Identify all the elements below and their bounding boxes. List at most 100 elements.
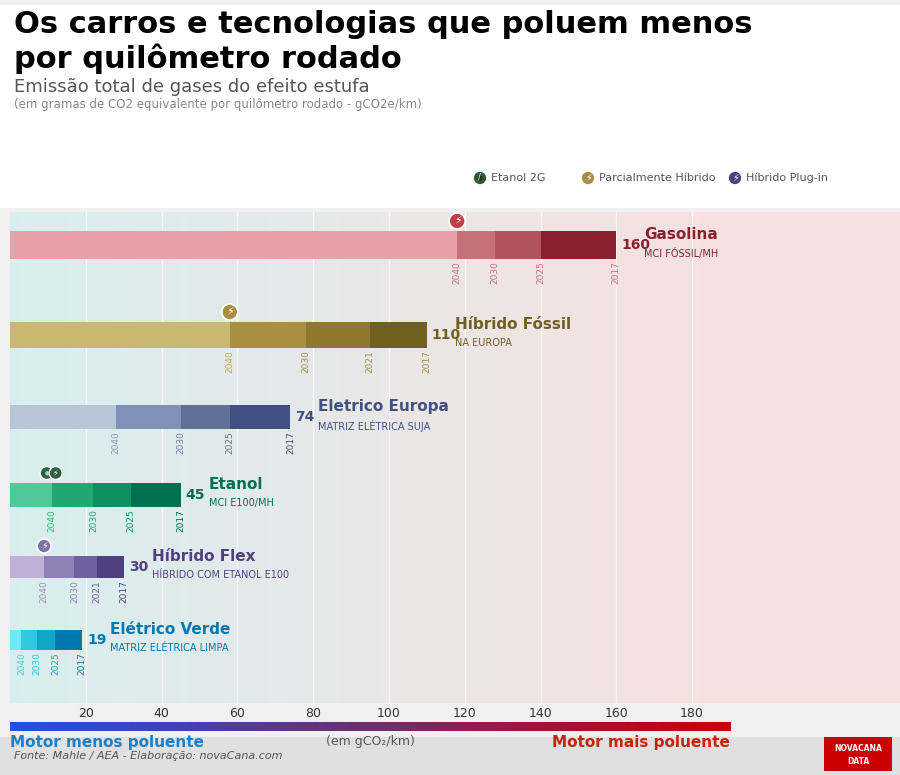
Bar <box>195 722 198 731</box>
Text: ⚡: ⚡ <box>227 307 234 317</box>
Bar <box>24 212 27 703</box>
Bar <box>370 212 373 703</box>
Text: 2040: 2040 <box>112 431 121 453</box>
Bar <box>442 722 445 731</box>
Bar <box>140 212 142 703</box>
Bar <box>507 722 509 731</box>
Bar <box>416 212 418 703</box>
Bar <box>288 212 292 703</box>
Bar <box>487 722 490 731</box>
Bar <box>616 722 619 731</box>
Bar <box>228 722 230 731</box>
Bar <box>39 722 41 731</box>
Bar <box>66 722 68 731</box>
Bar <box>115 212 119 703</box>
Bar <box>271 722 274 731</box>
Text: 2040: 2040 <box>225 350 234 373</box>
Bar <box>598 722 601 731</box>
Bar <box>317 212 320 703</box>
Bar <box>568 722 571 731</box>
Bar <box>464 212 466 703</box>
Bar <box>127 722 130 731</box>
Bar <box>56 212 58 703</box>
Bar <box>14 722 16 731</box>
Bar <box>22 630 37 650</box>
Bar <box>684 212 688 703</box>
Bar <box>382 722 385 731</box>
Bar <box>415 722 418 731</box>
Bar <box>84 722 86 731</box>
Bar <box>21 722 23 731</box>
Text: Elétrico Verde: Elétrico Verde <box>110 622 230 637</box>
Bar <box>403 212 407 703</box>
Bar <box>19 722 22 731</box>
Bar <box>626 212 630 703</box>
Bar <box>321 722 324 731</box>
Bar <box>511 212 515 703</box>
Bar <box>603 212 606 703</box>
Bar <box>202 212 205 703</box>
Bar <box>40 722 43 731</box>
Bar <box>51 722 54 731</box>
Bar <box>360 212 364 703</box>
Bar <box>712 722 715 731</box>
Bar <box>107 722 110 731</box>
Bar <box>318 722 320 731</box>
Bar <box>473 212 476 703</box>
Text: 30: 30 <box>129 560 148 574</box>
Bar <box>727 212 731 703</box>
Bar <box>168 212 171 703</box>
Bar <box>417 722 419 731</box>
Bar <box>528 212 531 703</box>
Bar <box>694 212 697 703</box>
Bar <box>248 722 250 731</box>
Bar <box>548 722 551 731</box>
Bar <box>279 212 282 703</box>
Bar <box>86 722 88 731</box>
Bar <box>392 722 394 731</box>
Bar <box>184 722 187 731</box>
Text: 2030: 2030 <box>32 652 41 675</box>
Circle shape <box>449 213 465 229</box>
Bar <box>424 722 427 731</box>
Bar <box>94 483 131 507</box>
Bar <box>149 212 152 703</box>
Text: 160: 160 <box>621 238 651 252</box>
Bar <box>256 722 259 731</box>
Bar <box>295 212 299 703</box>
Bar <box>665 722 668 731</box>
Bar <box>122 212 126 703</box>
Bar <box>89 212 92 703</box>
Bar <box>312 722 315 731</box>
Bar <box>401 212 404 703</box>
Bar <box>457 231 495 259</box>
Bar <box>677 212 680 703</box>
Bar <box>689 212 692 703</box>
Bar <box>706 212 709 703</box>
Bar <box>328 722 331 731</box>
Bar <box>475 212 479 703</box>
Bar <box>97 556 123 578</box>
Bar <box>516 722 518 731</box>
Bar <box>495 231 541 259</box>
Bar <box>144 212 148 703</box>
Bar <box>150 722 153 731</box>
Bar <box>51 483 94 507</box>
Bar <box>39 212 41 703</box>
Bar <box>526 722 529 731</box>
Bar <box>478 212 481 703</box>
Bar <box>10 405 116 429</box>
Bar <box>296 722 299 731</box>
Bar <box>82 722 85 731</box>
Bar <box>106 212 109 703</box>
Bar <box>467 722 470 731</box>
Bar <box>176 722 178 731</box>
Bar <box>668 212 670 703</box>
Bar <box>37 722 40 731</box>
Bar <box>233 722 236 731</box>
Bar <box>370 722 373 731</box>
Bar <box>50 212 54 703</box>
Bar <box>661 212 663 703</box>
Bar <box>10 483 51 507</box>
Bar <box>410 722 412 731</box>
